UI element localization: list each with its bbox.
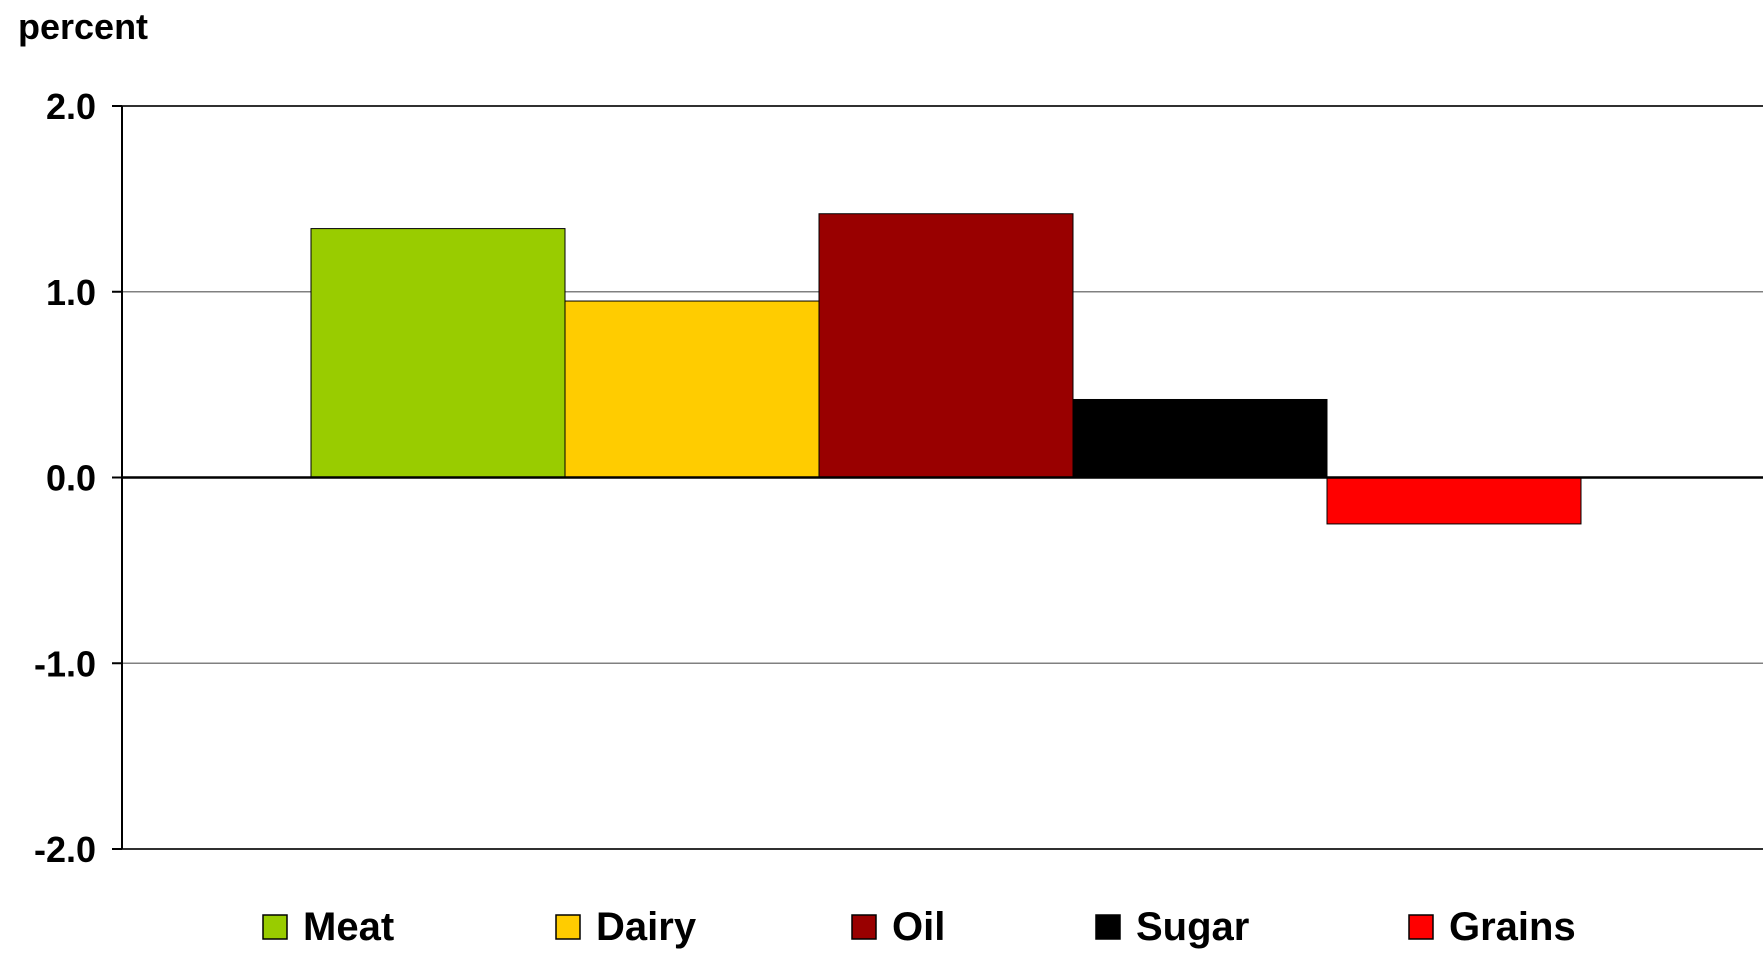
legend-swatch-sugar [1095,914,1121,940]
bar-sugar [1072,398,1328,478]
y-axis-label: percent [18,6,148,47]
bar-meat [310,228,566,478]
bar-dairy [564,300,820,478]
legend-label-grains: Grains [1449,905,1576,949]
legend-swatch-dairy [555,914,581,940]
legend: Meat Dairy Oil Sugar Grains [262,905,1576,949]
y-tick-label: 0.0 [46,458,96,499]
bar-oil [818,213,1074,479]
y-tick-label: -2.0 [34,829,96,870]
bar-grains [1326,477,1582,525]
y-tick-label: -1.0 [34,643,96,684]
legend-swatch-meat [262,914,288,940]
legend-label-meat: Meat [303,905,394,949]
y-tick-label: 2.0 [46,86,96,127]
bars [310,213,1582,525]
legend-label-dairy: Dairy [596,905,697,949]
y-tick-label: 1.0 [46,272,96,313]
legend-label-oil: Oil [892,905,945,949]
y-axis: 2.0 1.0 0.0 -1.0 -2.0 [34,86,1763,870]
legend-label-sugar: Sugar [1136,905,1249,949]
legend-swatch-oil [851,914,877,940]
legend-swatch-grains [1408,914,1434,940]
